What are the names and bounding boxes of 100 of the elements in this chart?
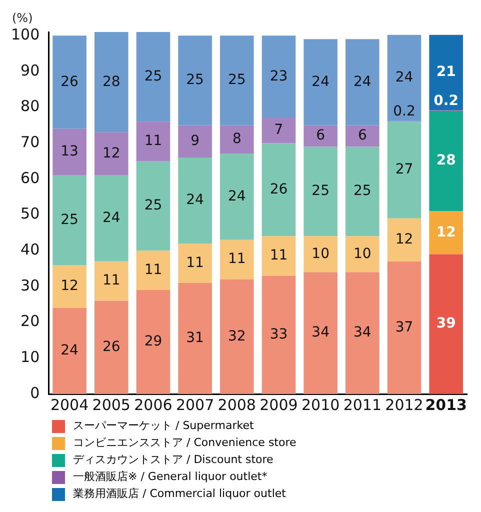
data-label: 0.2 — [393, 104, 416, 120]
bar — [304, 39, 338, 126]
bar — [429, 110, 463, 212]
x-tick-label: 2010 — [301, 396, 340, 414]
bar — [346, 272, 380, 394]
data-label: 26 — [102, 339, 120, 356]
data-label: 12 — [102, 146, 120, 162]
bar — [94, 32, 128, 132]
data-label: 27 — [395, 162, 414, 178]
bar — [52, 264, 86, 308]
data-label: 25 — [60, 212, 78, 228]
y-tick-label: 30 — [20, 276, 40, 294]
bar — [136, 32, 170, 122]
data-label: 25 — [144, 68, 162, 84]
bar — [136, 161, 170, 251]
data-label: 26 — [60, 74, 79, 90]
bar — [136, 290, 170, 394]
bar — [429, 254, 463, 394]
bar — [178, 157, 212, 244]
bar — [220, 279, 254, 394]
data-label: 25 — [228, 72, 246, 88]
data-label: 24 — [353, 74, 372, 90]
bar — [178, 243, 212, 283]
bar — [387, 218, 422, 262]
y-tick-label: 0 — [30, 384, 40, 402]
y-tick-label: 40 — [20, 240, 40, 259]
bar — [387, 261, 422, 394]
bar — [52, 128, 86, 176]
data-label: 39 — [436, 316, 456, 332]
data-label: 24 — [60, 342, 79, 359]
x-tick-label: 2004 — [50, 396, 89, 414]
legend-label: 業務用酒販店 / Commercial liquor outlet — [73, 486, 286, 502]
bar — [178, 282, 212, 394]
data-label: 28 — [102, 74, 120, 90]
data-label: 25 — [186, 72, 204, 88]
bar — [429, 211, 463, 254]
data-label: 24 — [102, 210, 120, 226]
data-label: 34 — [312, 324, 330, 341]
x-tick-label: 2009 — [260, 396, 298, 414]
data-label: 25 — [144, 197, 162, 214]
y-axis-title: (%) — [12, 11, 33, 25]
data-label: 11 — [270, 248, 288, 264]
bar — [262, 236, 296, 276]
data-label: 0.2 — [434, 92, 458, 109]
bar — [346, 39, 380, 126]
bar — [220, 240, 254, 280]
bar — [178, 36, 212, 126]
bar — [262, 36, 296, 118]
bar — [52, 36, 86, 129]
bar — [304, 236, 338, 272]
data-label: 12 — [436, 224, 456, 240]
data-label: 21 — [436, 64, 456, 80]
y-tick-label: 10 — [20, 348, 40, 366]
bar — [220, 36, 254, 126]
y-tick-label: 60 — [20, 168, 40, 187]
x-tick-label: 2007 — [176, 396, 214, 414]
data-label: 12 — [395, 232, 414, 248]
bar — [220, 154, 254, 240]
y-tick-label: 100 — [10, 25, 40, 44]
data-label: 37 — [395, 319, 414, 336]
data-label: 8 — [232, 131, 242, 148]
data-label: 25 — [312, 183, 330, 200]
bar — [262, 276, 296, 394]
y-tick-label: 80 — [20, 97, 40, 116]
data-label: 24 — [186, 192, 204, 208]
data-label: 25 — [353, 183, 372, 200]
data-label: 13 — [60, 144, 78, 160]
data-label: 6 — [358, 128, 367, 144]
data-label: 24 — [395, 70, 414, 86]
bar — [136, 122, 170, 162]
data-label: 11 — [228, 251, 246, 268]
data-label: 10 — [312, 246, 330, 262]
bar — [346, 125, 380, 147]
y-tick-label: 90 — [20, 61, 40, 80]
x-tick-label: 2012 — [385, 396, 424, 414]
bar — [387, 34, 422, 121]
data-label: 26 — [270, 181, 288, 198]
bar — [346, 146, 380, 236]
legend-label: 一般酒販店※ / General liquor outlet* — [73, 469, 268, 485]
legend-label: スーパーマーケット / Supermarket — [73, 418, 254, 434]
bar — [178, 125, 212, 158]
legend-label: コンビニエンスストア / Convenience store — [73, 435, 296, 451]
data-label: 29 — [144, 334, 162, 350]
data-label: 24 — [312, 74, 330, 90]
data-label: 32 — [228, 328, 246, 344]
x-tick-label: 2013 — [425, 396, 467, 414]
data-label: 11 — [144, 262, 162, 278]
legend-label: ディスカウントストア / Discount store — [73, 452, 274, 468]
bar — [304, 146, 338, 236]
y-tick-label: 70 — [20, 133, 40, 151]
data-label: 24 — [228, 188, 246, 205]
data-label: 9 — [190, 132, 200, 149]
data-label: 33 — [270, 326, 288, 342]
bar — [304, 125, 338, 147]
x-tick-label: 2008 — [218, 396, 256, 414]
data-label: 11 — [144, 132, 162, 149]
x-tick-label: 2005 — [92, 396, 130, 414]
data-label: 28 — [436, 152, 456, 169]
bar — [304, 272, 338, 394]
x-tick-label: 2006 — [134, 396, 172, 414]
